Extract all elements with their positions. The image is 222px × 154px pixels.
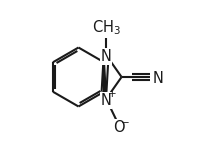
- Text: CH$_3$: CH$_3$: [92, 19, 121, 37]
- Text: +: +: [108, 89, 117, 99]
- Text: N: N: [152, 71, 163, 86]
- Text: O: O: [113, 120, 125, 135]
- Text: −: −: [121, 118, 130, 128]
- Text: N: N: [101, 49, 112, 64]
- Text: N: N: [101, 93, 112, 108]
